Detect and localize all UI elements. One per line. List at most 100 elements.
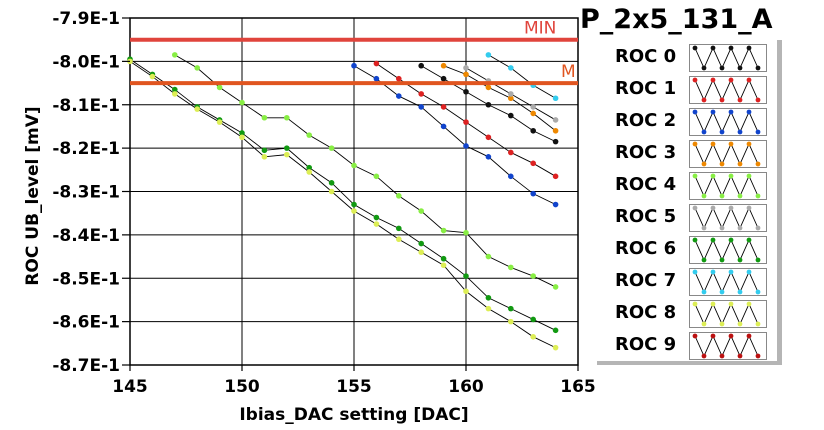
data-point xyxy=(306,169,313,175)
legend-label: ROC 0 xyxy=(615,46,677,67)
data-point xyxy=(284,114,290,121)
data-point xyxy=(552,117,559,123)
data-point xyxy=(328,145,335,151)
threshold-label: MIN xyxy=(524,19,556,39)
y-tick-label: -8.0E-1 xyxy=(52,52,120,72)
legend: ROC 0 ROC 1 ROC 2 ROC 3 ROC 4 ROC 5 ROC 6 ROC 7… xyxy=(597,40,782,365)
series-roc-7 xyxy=(485,52,559,102)
data-point xyxy=(261,147,268,154)
legend-item: ROC 3 xyxy=(597,140,773,168)
data-point xyxy=(396,193,402,199)
legend-label: ROC 5 xyxy=(615,206,677,227)
y-tick-label: -8.6E-1 xyxy=(52,313,120,333)
data-point xyxy=(373,173,380,180)
legend-item: ROC 5 xyxy=(597,204,773,232)
data-point xyxy=(328,180,335,186)
data-point xyxy=(463,71,469,78)
data-point xyxy=(239,130,245,136)
data-point xyxy=(552,173,559,180)
data-point xyxy=(508,264,514,271)
series-line xyxy=(353,65,556,205)
legend-swatch xyxy=(689,108,767,136)
data-point xyxy=(463,273,469,279)
data-point xyxy=(172,52,178,58)
data-point xyxy=(194,106,200,112)
data-point xyxy=(463,65,469,71)
data-point xyxy=(508,318,514,325)
data-point xyxy=(552,284,559,290)
series-line xyxy=(488,54,556,99)
data-point xyxy=(239,99,245,106)
y-tick-label: -7.9E-1 xyxy=(52,9,120,29)
data-point xyxy=(530,273,536,279)
data-point xyxy=(373,214,380,221)
data-point xyxy=(552,327,559,334)
legend-swatch xyxy=(689,204,767,232)
series-roc-4 xyxy=(172,52,559,290)
threshold-layer: MIN M xyxy=(130,19,578,86)
data-point xyxy=(463,288,469,295)
x-tick-label: 160 xyxy=(448,377,484,397)
data-point xyxy=(351,162,357,169)
data-point xyxy=(485,154,492,160)
series-roc-2 xyxy=(351,62,559,208)
data-point xyxy=(485,84,492,91)
legend-label: ROC 4 xyxy=(615,174,677,195)
data-point xyxy=(440,75,447,82)
x-tick-label: 150 xyxy=(224,377,260,397)
data-point xyxy=(440,123,447,130)
legend-swatch xyxy=(689,332,767,360)
data-point xyxy=(396,225,402,232)
data-point xyxy=(530,334,536,340)
data-point xyxy=(508,149,514,156)
data-point xyxy=(530,104,536,110)
data-point xyxy=(552,138,559,145)
y-tick-label: -8.1E-1 xyxy=(52,96,120,116)
data-point xyxy=(284,151,290,158)
data-point xyxy=(284,145,290,151)
data-point xyxy=(485,134,492,141)
legend-label: ROC 8 xyxy=(615,302,677,323)
data-point xyxy=(328,188,335,195)
y-axis-label: ROC UB_level [mV] xyxy=(23,106,43,285)
y-tick-label: -8.2E-1 xyxy=(52,139,120,159)
data-point xyxy=(373,221,380,227)
series-line xyxy=(129,58,556,331)
y-tick-label: -8.4E-1 xyxy=(52,226,120,246)
data-point xyxy=(552,201,559,208)
data-point xyxy=(216,84,223,91)
data-point xyxy=(172,86,178,93)
legend-swatch xyxy=(689,236,767,264)
data-point xyxy=(396,93,402,99)
y-tick-label: -8.7E-1 xyxy=(52,356,120,376)
data-point xyxy=(396,236,402,243)
threshold-label: M xyxy=(561,62,576,82)
data-point xyxy=(351,208,357,214)
legend-label: ROC 1 xyxy=(615,78,677,99)
data-point xyxy=(508,91,514,97)
data-point xyxy=(508,173,514,180)
series-line xyxy=(129,61,556,349)
legend-swatch xyxy=(689,268,767,296)
x-tick-label: 165 xyxy=(560,377,596,397)
legend-item: ROC 4 xyxy=(597,172,773,200)
data-point xyxy=(508,95,514,102)
data-point xyxy=(552,95,559,102)
data-point xyxy=(485,294,492,301)
legend-swatch xyxy=(689,76,767,104)
data-point xyxy=(418,240,425,247)
legend-label: ROC 2 xyxy=(615,110,677,131)
data-point xyxy=(373,75,380,82)
data-point xyxy=(306,132,313,138)
data-point xyxy=(306,164,313,171)
data-point xyxy=(172,91,178,97)
data-point xyxy=(194,65,200,71)
data-point xyxy=(508,65,514,71)
data-point xyxy=(530,190,536,197)
legend-item: ROC 6 xyxy=(597,236,773,264)
data-point xyxy=(463,119,469,125)
series-roc-6 xyxy=(127,56,559,334)
legend-label: ROC 3 xyxy=(615,142,677,163)
data-point xyxy=(149,73,156,80)
